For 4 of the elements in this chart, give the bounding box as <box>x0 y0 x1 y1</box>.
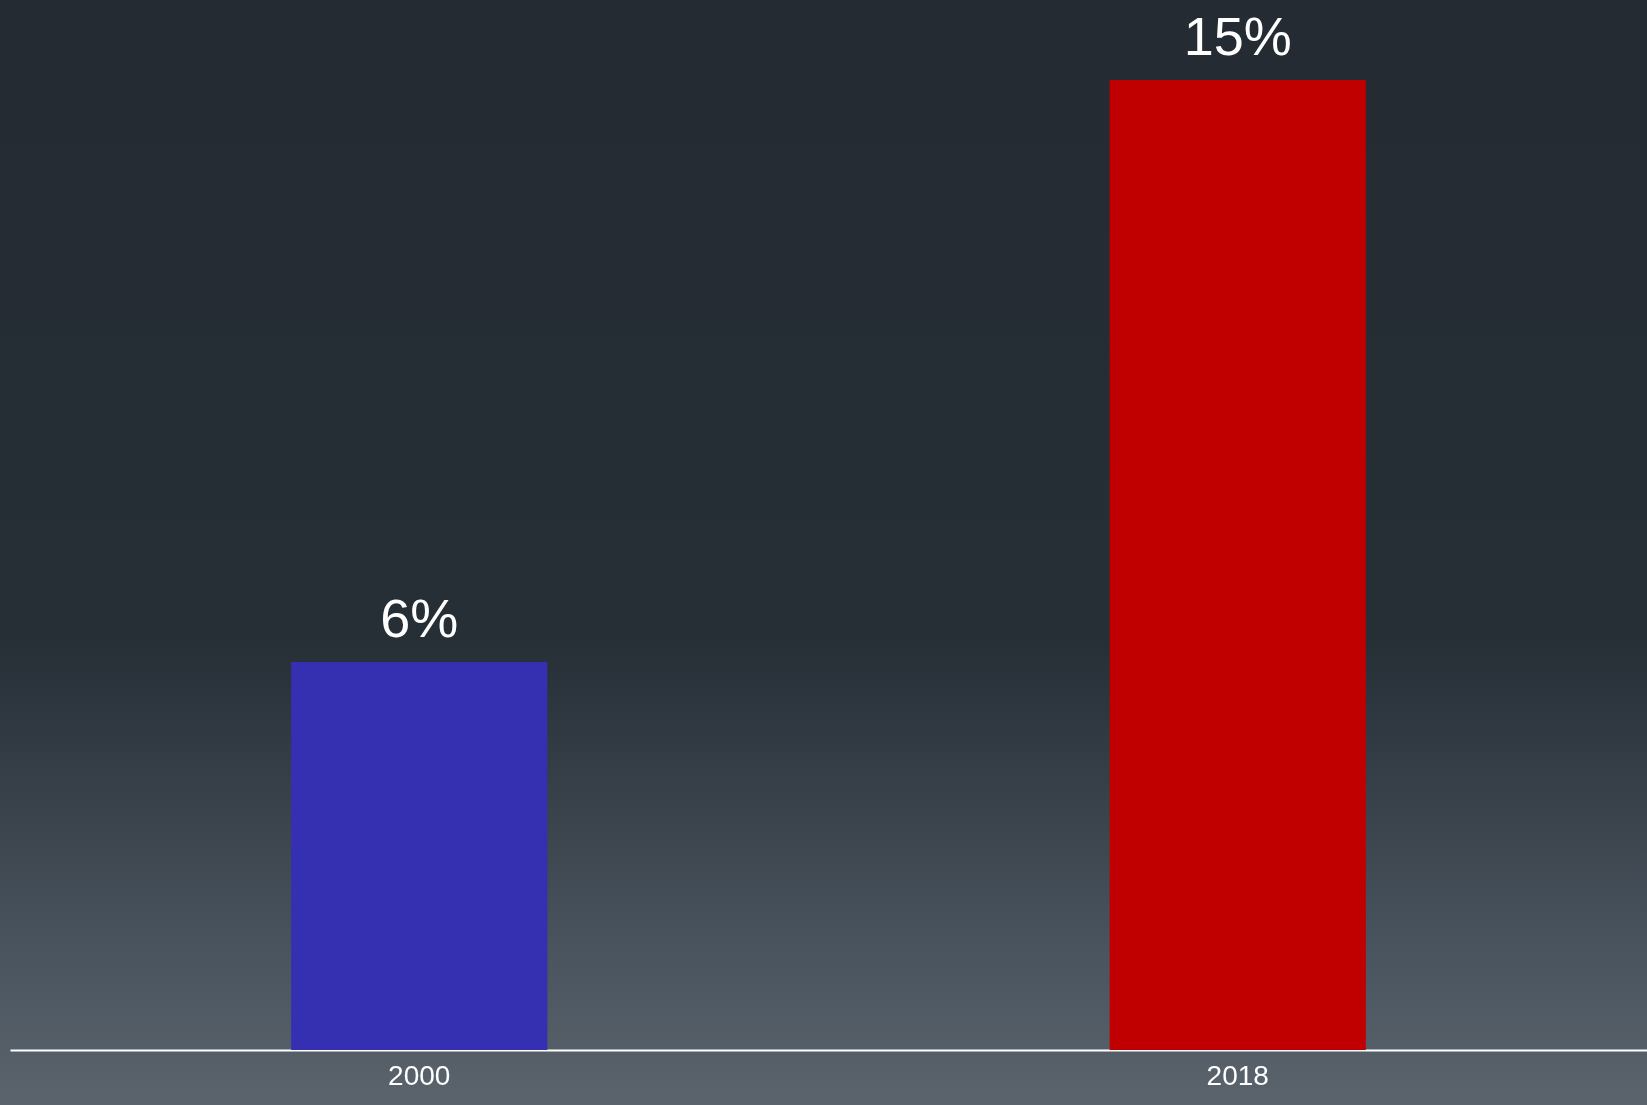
data-label: 15% <box>1183 6 1292 66</box>
x-tick-label: 2018 <box>1206 1059 1269 1091</box>
x-tick-label: 2000 <box>388 1059 451 1091</box>
data-label: 6% <box>380 588 459 648</box>
